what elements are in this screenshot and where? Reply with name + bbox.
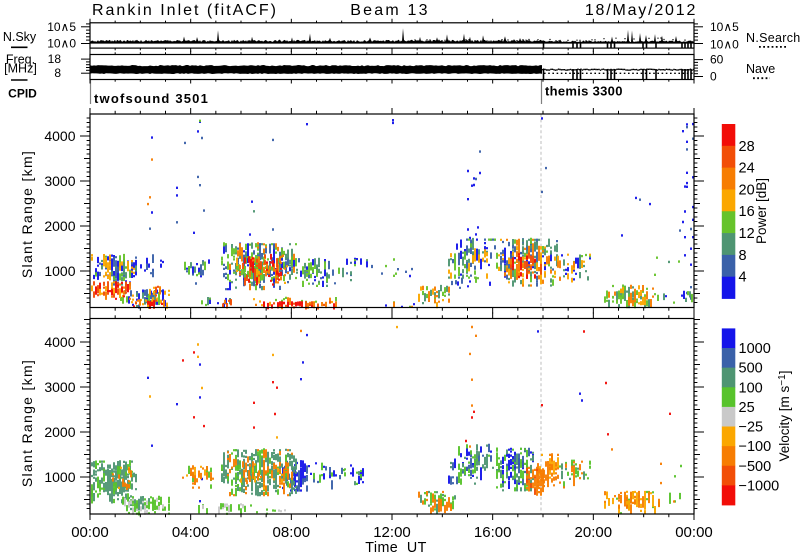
svg-text:28: 28 — [739, 139, 755, 155]
svg-text:N.Search: N.Search — [746, 31, 800, 45]
svg-text:10∧0: 10∧0 — [47, 37, 76, 51]
svg-text:Beam 13: Beam 13 — [350, 2, 429, 19]
svg-text:16:00: 16:00 — [474, 524, 512, 541]
svg-text:18: 18 — [48, 52, 62, 66]
svg-text:−500: −500 — [739, 459, 772, 475]
svg-text:Velocity [m s−1]: Velocity [m s−1] — [777, 371, 792, 462]
svg-text:8: 8 — [54, 66, 61, 80]
svg-text:20: 20 — [739, 182, 755, 198]
svg-text:−1000: −1000 — [739, 478, 780, 494]
svg-text:1000: 1000 — [44, 469, 75, 485]
svg-text:Time UT: Time UT — [365, 540, 426, 554]
svg-text:16: 16 — [739, 204, 755, 220]
svg-text:Power [dB]: Power [dB] — [754, 178, 769, 244]
svg-text:−100: −100 — [739, 439, 772, 455]
svg-text:−25: −25 — [739, 420, 764, 436]
svg-text:1000: 1000 — [739, 341, 771, 357]
svg-text:12: 12 — [739, 226, 755, 242]
svg-text:24: 24 — [739, 161, 755, 177]
svg-text:60: 60 — [710, 53, 724, 67]
svg-text:500: 500 — [739, 361, 763, 377]
svg-text:12:00: 12:00 — [373, 524, 411, 541]
svg-text:3000: 3000 — [44, 379, 75, 395]
svg-text:18/May/2012: 18/May/2012 — [585, 2, 697, 19]
svg-text:Nave: Nave — [746, 62, 775, 76]
svg-text:N.Sky: N.Sky — [3, 30, 37, 44]
svg-text:04:00: 04:00 — [172, 524, 210, 541]
svg-text:2000: 2000 — [44, 424, 75, 440]
svg-text:25: 25 — [739, 400, 755, 416]
svg-text:2000: 2000 — [44, 218, 75, 234]
svg-text:10∧0: 10∧0 — [710, 38, 739, 52]
svg-text:1000: 1000 — [44, 263, 75, 279]
svg-text:20:00: 20:00 — [575, 524, 613, 541]
svg-text:4: 4 — [739, 270, 747, 286]
svg-text:0: 0 — [710, 70, 717, 84]
svg-text:4000: 4000 — [44, 128, 75, 144]
svg-text:Rankin Inlet (fitACF): Rankin Inlet (fitACF) — [92, 2, 278, 19]
svg-text:Freq.: Freq. — [6, 53, 35, 67]
svg-text:10∧5: 10∧5 — [710, 20, 739, 34]
svg-text:00:00: 00:00 — [675, 524, 713, 541]
svg-text:CPID: CPID — [8, 87, 37, 101]
svg-text:themis 3300: themis 3300 — [545, 84, 623, 99]
svg-text:3000: 3000 — [44, 173, 75, 189]
svg-text:4000: 4000 — [44, 334, 75, 350]
svg-text:00:00: 00:00 — [71, 524, 109, 541]
svg-text:08:00: 08:00 — [273, 524, 311, 541]
svg-text:Slant Range [km]: Slant Range [km] — [19, 150, 35, 278]
svg-text:8: 8 — [739, 248, 747, 264]
svg-text:10∧5: 10∧5 — [47, 20, 76, 34]
svg-text:Slant Range [km]: Slant Range [km] — [19, 359, 35, 487]
svg-text:100: 100 — [739, 380, 763, 396]
svg-text:[MHz]: [MHz] — [4, 62, 37, 76]
svg-text:twofsound 3501: twofsound 3501 — [94, 91, 209, 106]
